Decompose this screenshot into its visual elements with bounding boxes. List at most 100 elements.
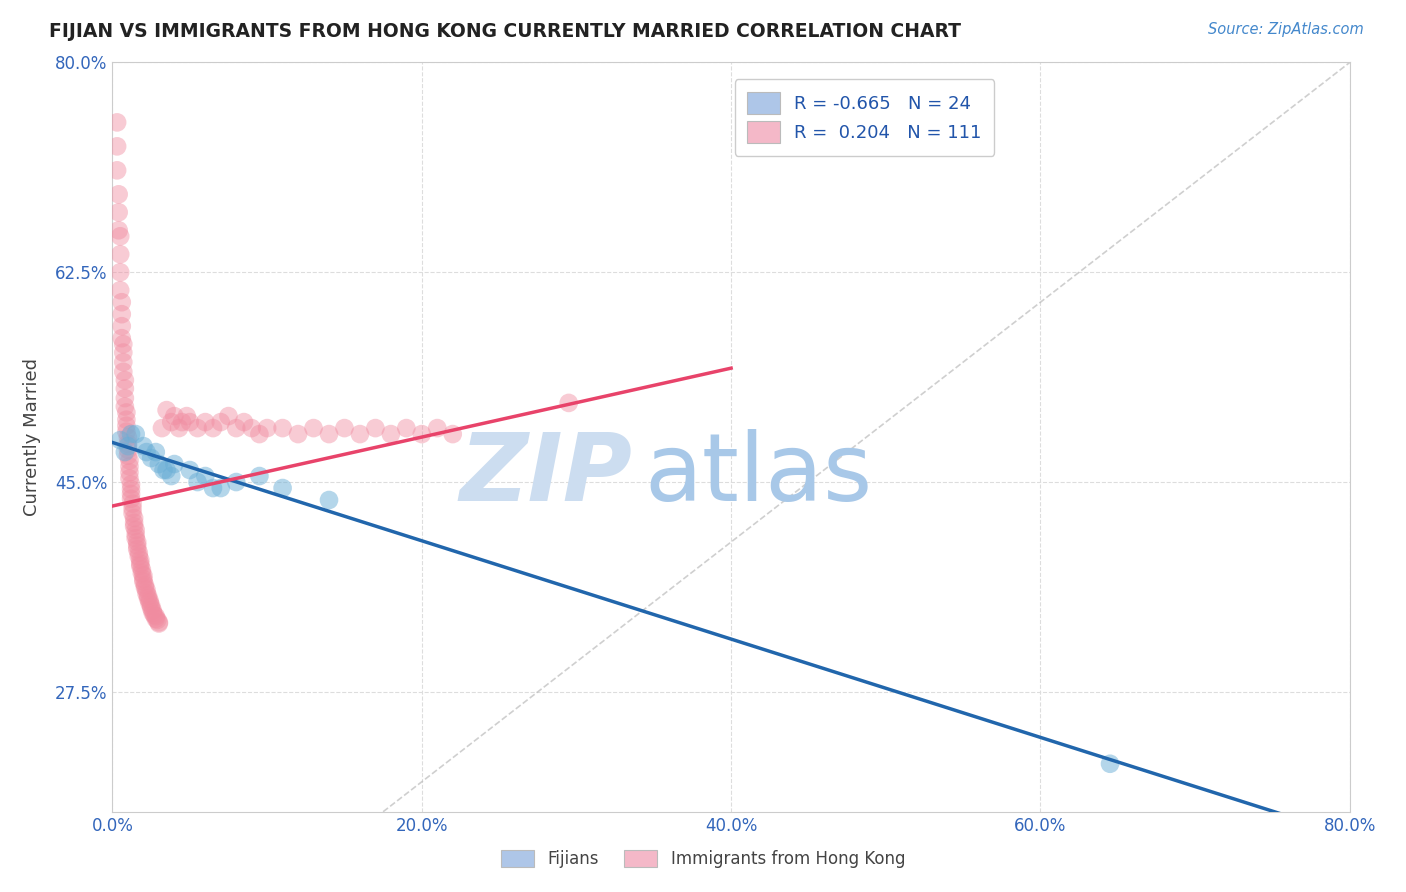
- Point: [179, 415, 201, 429]
- Point: [141, 451, 163, 466]
- Point: [247, 469, 270, 483]
- Point: [118, 466, 141, 480]
- Point: [160, 415, 183, 429]
- Point: [132, 574, 155, 589]
- Legend: R = -0.665   N = 24, R =  0.204   N = 111: R = -0.665 N = 24, R = 0.204 N = 111: [735, 79, 994, 155]
- Point: [114, 391, 136, 405]
- Point: [117, 436, 139, 450]
- Point: [105, 139, 128, 153]
- Text: ZIP: ZIP: [460, 428, 633, 521]
- Point: [127, 539, 149, 553]
- Point: [112, 355, 135, 369]
- Point: [107, 205, 129, 219]
- Point: [202, 481, 225, 495]
- Point: [124, 532, 148, 546]
- Point: [117, 449, 139, 463]
- Point: [141, 601, 163, 615]
- Point: [121, 501, 143, 516]
- Point: [114, 400, 136, 414]
- Point: [186, 475, 209, 489]
- Point: [141, 599, 163, 613]
- Point: [111, 331, 134, 345]
- Point: [380, 427, 402, 442]
- Point: [111, 295, 134, 310]
- Point: [128, 549, 150, 564]
- Point: [135, 445, 157, 459]
- Point: [121, 506, 143, 520]
- Point: [138, 596, 160, 610]
- Point: [176, 409, 198, 423]
- Point: [145, 445, 167, 459]
- Point: [128, 546, 150, 560]
- Point: [247, 427, 270, 442]
- Point: [349, 427, 371, 442]
- Y-axis label: Currently Married: Currently Married: [24, 358, 41, 516]
- Point: [132, 572, 155, 586]
- Point: [152, 463, 174, 477]
- Point: [318, 493, 340, 508]
- Point: [163, 409, 186, 423]
- Point: [120, 482, 142, 496]
- Point: [172, 415, 194, 429]
- Point: [426, 421, 449, 435]
- Point: [117, 431, 139, 445]
- Point: [138, 593, 160, 607]
- Point: [318, 427, 340, 442]
- Point: [217, 409, 239, 423]
- Point: [129, 557, 152, 571]
- Point: [148, 457, 170, 471]
- Point: [209, 415, 232, 429]
- Point: [110, 283, 132, 297]
- Point: [148, 616, 170, 631]
- Point: [225, 421, 247, 435]
- Point: [557, 396, 581, 410]
- Text: atlas: atlas: [644, 428, 873, 521]
- Point: [395, 421, 418, 435]
- Point: [115, 418, 138, 433]
- Point: [163, 457, 186, 471]
- Point: [146, 613, 169, 627]
- Point: [136, 589, 159, 603]
- Point: [240, 421, 263, 435]
- Point: [120, 487, 142, 501]
- Point: [194, 415, 217, 429]
- Point: [107, 187, 129, 202]
- Point: [209, 481, 232, 495]
- Point: [112, 337, 135, 351]
- Point: [441, 427, 464, 442]
- Point: [142, 606, 165, 620]
- Point: [148, 615, 170, 630]
- Point: [179, 463, 201, 477]
- Point: [132, 568, 155, 582]
- Point: [110, 265, 132, 279]
- Point: [124, 427, 148, 442]
- Point: [112, 365, 135, 379]
- Point: [122, 511, 145, 525]
- Point: [160, 469, 183, 483]
- Point: [127, 535, 149, 549]
- Point: [134, 581, 156, 595]
- Point: [256, 421, 278, 435]
- Point: [120, 477, 142, 491]
- Point: [186, 421, 209, 435]
- Point: [167, 421, 190, 435]
- Point: [129, 553, 152, 567]
- Point: [135, 582, 157, 597]
- Point: [122, 519, 145, 533]
- Point: [364, 421, 387, 435]
- Point: [115, 425, 138, 439]
- Text: FIJIAN VS IMMIGRANTS FROM HONG KONG CURRENTLY MARRIED CORRELATION CHART: FIJIAN VS IMMIGRANTS FROM HONG KONG CURR…: [49, 22, 962, 41]
- Point: [411, 427, 433, 442]
- Point: [225, 475, 247, 489]
- Point: [110, 433, 132, 447]
- Point: [1099, 756, 1122, 771]
- Point: [136, 591, 159, 606]
- Point: [120, 427, 142, 442]
- Point: [131, 563, 153, 577]
- Point: [115, 405, 138, 419]
- Point: [105, 115, 128, 129]
- Point: [287, 427, 309, 442]
- Point: [202, 421, 225, 435]
- Point: [118, 459, 141, 474]
- Point: [118, 453, 141, 467]
